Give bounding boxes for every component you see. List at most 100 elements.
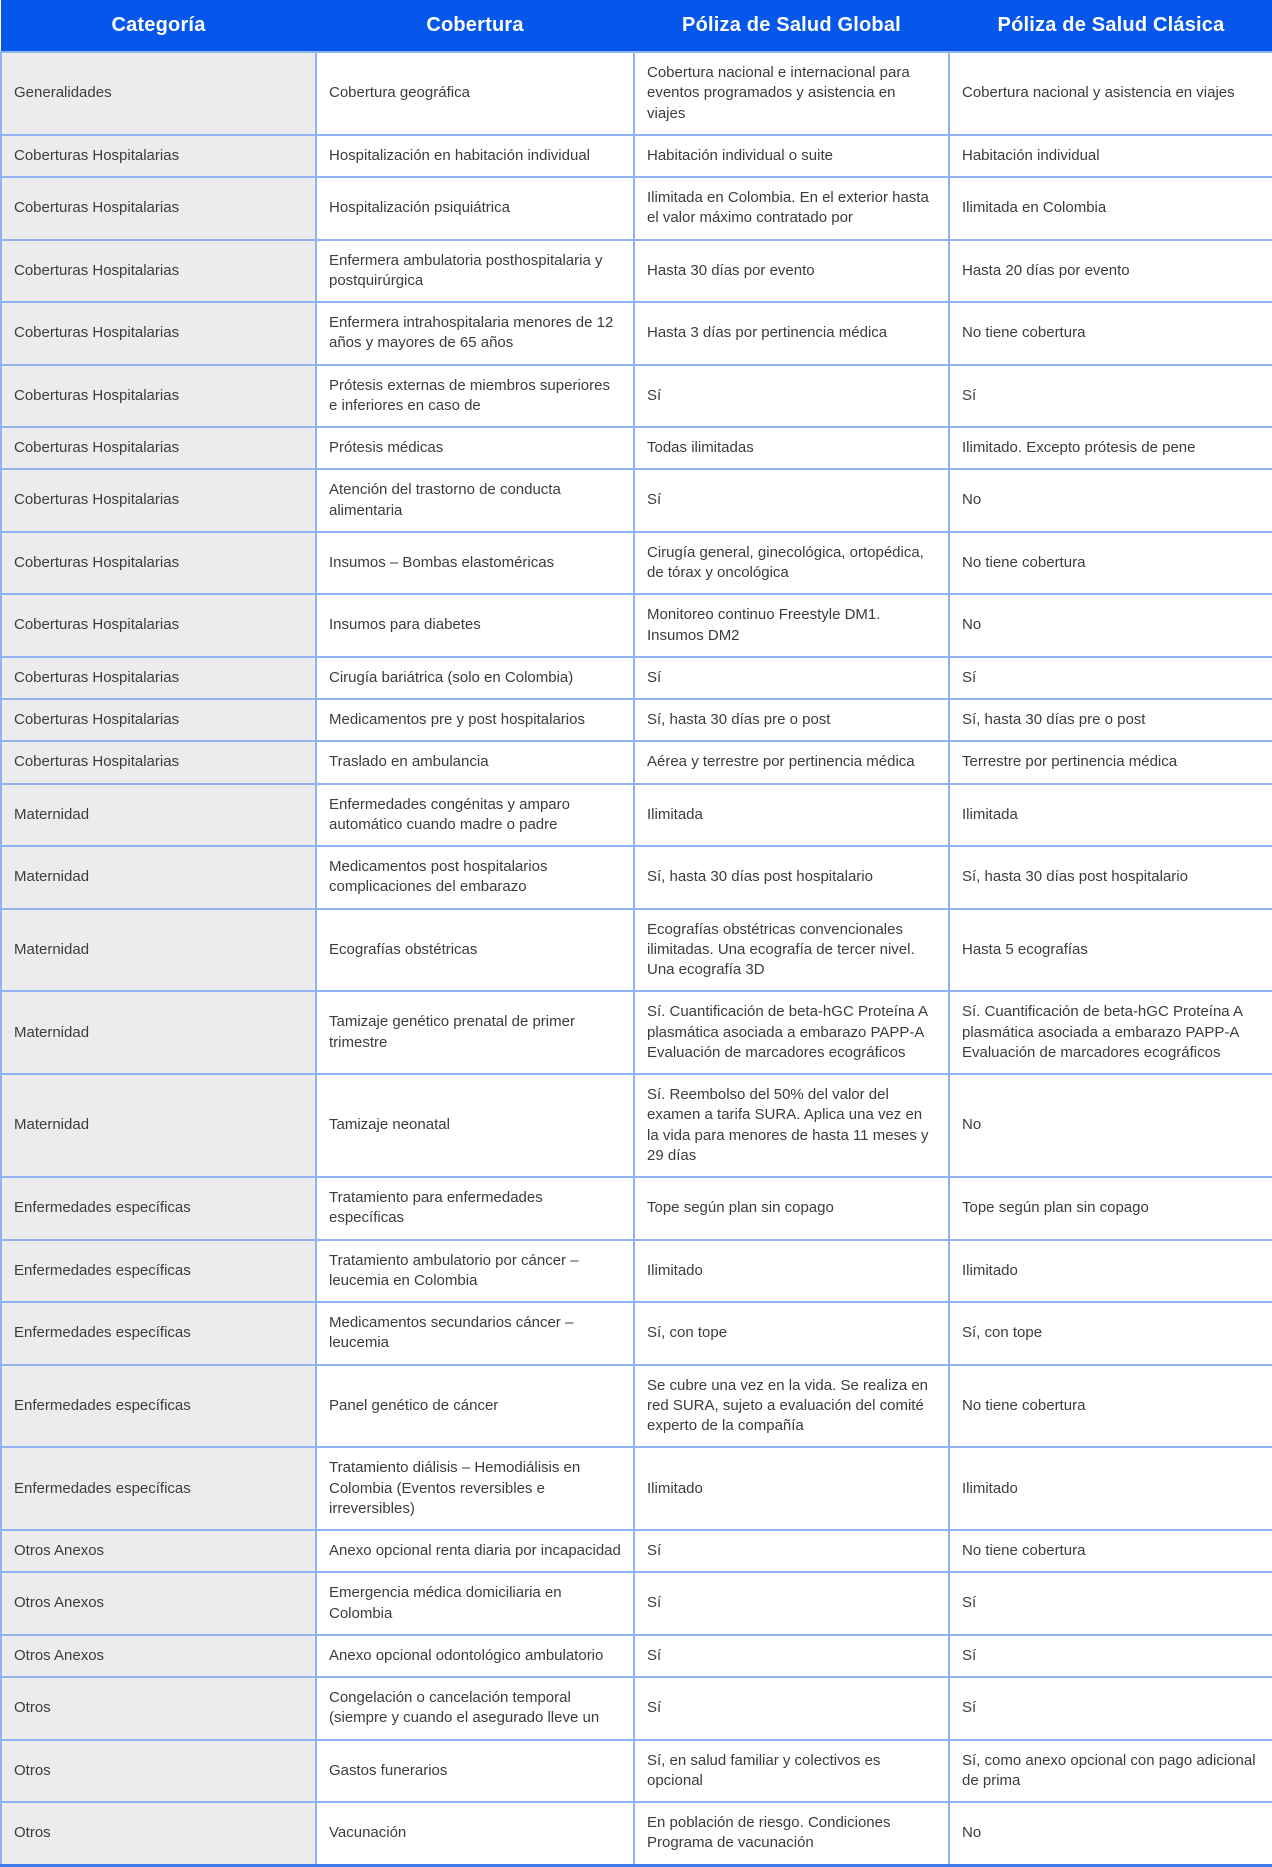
clasica-policy-cell: No	[948, 1801, 1272, 1867]
column-header-categoria: Categoría	[1, 0, 316, 52]
category-cell: Otros Anexos	[0, 1633, 317, 1679]
global-policy-cell: Tope según plan sin copago	[633, 1176, 950, 1241]
table-row: Coberturas Hospitalarias Atención del tra…	[0, 468, 1272, 533]
global-policy-cell: Habitación individual o suite	[633, 133, 950, 179]
category-cell: Maternidad	[0, 845, 317, 910]
global-policy-cell: Aérea y terrestre por pertinencia médica	[633, 740, 950, 785]
table-row: Coberturas Hospitalarias Medicamentos pre…	[0, 697, 1272, 743]
global-policy-cell: Monitoreo continuo Freestyle DM1. Insumo…	[633, 593, 950, 658]
table-row: Enfermedades específicas Panel genético d…	[0, 1363, 1272, 1449]
table-row: Coberturas Hospitalarias Insumos para dia…	[0, 593, 1272, 658]
clasica-policy-cell: No	[948, 593, 1272, 658]
coverage-cell: Panel genético de cáncer	[315, 1363, 635, 1449]
category-cell: Coberturas Hospitalarias	[0, 468, 317, 533]
table-row: Otros Anexos Anexo opcional renta diaria …	[0, 1528, 1272, 1574]
coverage-cell: Traslado en ambulancia	[315, 740, 635, 785]
clasica-policy-cell: Sí	[948, 1571, 1272, 1636]
global-policy-cell: Sí	[633, 1676, 950, 1741]
category-cell: Maternidad	[0, 990, 317, 1075]
category-cell: Otros Anexos	[0, 1528, 317, 1574]
table-row: Coberturas Hospitalarias Prótesis externa…	[0, 363, 1272, 428]
category-cell: Coberturas Hospitalarias	[0, 655, 317, 701]
global-policy-cell: Sí, hasta 30 días post hospitalario	[633, 845, 950, 910]
global-policy-cell: Sí, hasta 30 días pre o post	[633, 697, 950, 743]
coverage-cell: Medicamentos post hospitalarios complica…	[315, 845, 635, 910]
table-row: Maternidad Ecografías obstétricas Ecografí…	[0, 907, 1272, 993]
global-policy-cell: Ilimitada en Colombia. En el exterior ha…	[633, 176, 950, 241]
global-policy-cell: Sí	[633, 363, 950, 428]
table-row: Coberturas Hospitalarias Traslado en ambu…	[0, 740, 1272, 785]
clasica-policy-cell: Habitación individual	[948, 133, 1272, 179]
clasica-policy-cell: No tiene cobertura	[948, 1528, 1272, 1574]
table-row: Coberturas Hospitalarias Insumos – Bombas…	[0, 530, 1272, 596]
coverage-cell: Medicamentos pre y post hospitalarios	[315, 697, 635, 743]
coverage-cell: Tamizaje neonatal	[315, 1073, 635, 1178]
clasica-policy-cell: Ilimitado. Excepto prótesis de pene	[948, 425, 1272, 471]
coverage-cell: Cirugía bariátrica (solo en Colombia)	[315, 655, 635, 701]
clasica-policy-cell: Hasta 20 días por evento	[948, 238, 1272, 303]
coverage-cell: Medicamentos secundarios cáncer – leucem…	[315, 1301, 635, 1366]
global-policy-cell: Cobertura nacional e internacional para …	[633, 51, 950, 136]
global-policy-cell: Sí	[633, 1633, 950, 1679]
clasica-policy-cell: Cobertura nacional y asistencia en viaje…	[948, 51, 1272, 136]
coverage-cell: Anexo opcional renta diaria por incapaci…	[315, 1528, 635, 1574]
table-row: Maternidad Enfermedades congénitas y ampa…	[0, 782, 1272, 847]
global-policy-cell: Hasta 3 días por pertinencia médica	[633, 301, 950, 366]
category-cell: Coberturas Hospitalarias	[0, 740, 317, 785]
coverage-cell: Tratamiento diálisis – Hemodiálisis en C…	[315, 1446, 635, 1531]
category-cell: Coberturas Hospitalarias	[0, 530, 317, 596]
table-row: Otros Vacunación En población de riesgo. C…	[0, 1801, 1272, 1867]
global-policy-cell: Cirugía general, ginecológica, ortopédic…	[633, 530, 950, 596]
table-row: Maternidad Tamizaje neonatal Sí. Reembolso…	[0, 1073, 1272, 1178]
clasica-policy-cell: Sí, hasta 30 días pre o post	[948, 697, 1272, 743]
category-cell: Otros	[0, 1801, 317, 1867]
table-row: Coberturas Hospitalarias Cirugía bariátri…	[0, 655, 1272, 701]
category-cell: Enfermedades específicas	[0, 1446, 317, 1531]
coverage-cell: Vacunación	[315, 1801, 635, 1867]
table-row: Maternidad Medicamentos post hospitalario…	[0, 845, 1272, 910]
coverage-cell: Anexo opcional odontológico ambulatorio	[315, 1633, 635, 1679]
clasica-policy-cell: Ilimitada en Colombia	[948, 176, 1272, 241]
coverage-cell: Gastos funerarios	[315, 1738, 635, 1803]
category-cell: Maternidad	[0, 782, 317, 847]
category-cell: Maternidad	[0, 907, 317, 993]
category-cell: Coberturas Hospitalarias	[0, 363, 317, 428]
category-cell: Coberturas Hospitalarias	[0, 697, 317, 743]
clasica-policy-cell: No tiene cobertura	[948, 301, 1272, 366]
table-row: Coberturas Hospitalarias Hospitalización …	[0, 133, 1272, 179]
table-header: Categoría Cobertura Póliza de Salud Glob…	[1, 0, 1272, 52]
clasica-policy-cell: Sí	[948, 655, 1272, 701]
table-row: Coberturas Hospitalarias Enfermera intrah…	[0, 301, 1272, 366]
table-row: Enfermedades específicas Tratamiento para…	[0, 1176, 1272, 1241]
global-policy-cell: Ilimitado	[633, 1238, 950, 1303]
coverage-cell: Atención del trastorno de conducta alime…	[315, 468, 635, 533]
coverage-cell: Enfermedades congénitas y amparo automát…	[315, 782, 635, 847]
header-row: Categoría Cobertura Póliza de Salud Glob…	[1, 0, 1272, 52]
table-row: Otros Anexos Emergencia médica domiciliar…	[0, 1571, 1272, 1636]
global-policy-cell: Sí, en salud familiar y colectivos es op…	[633, 1738, 950, 1803]
coverage-cell: Congelación o cancelación temporal (siem…	[315, 1676, 635, 1741]
global-policy-cell: Hasta 30 días por evento	[633, 238, 950, 303]
column-header-poliza-global: Póliza de Salud Global	[634, 0, 949, 52]
clasica-policy-cell: Sí	[948, 363, 1272, 428]
clasica-policy-cell: Sí	[948, 1633, 1272, 1679]
table-row: Coberturas Hospitalarias Prótesis médicas…	[0, 425, 1272, 471]
category-cell: Generalidades	[0, 51, 317, 136]
global-policy-cell: Ecografías obstétricas convencionales il…	[633, 907, 950, 993]
category-cell: Coberturas Hospitalarias	[0, 238, 317, 303]
global-policy-cell: Todas ilimitadas	[633, 425, 950, 471]
coverage-cell: Prótesis externas de miembros superiores…	[315, 363, 635, 428]
clasica-policy-cell: Sí, hasta 30 días post hospitalario	[948, 845, 1272, 910]
clasica-policy-cell: No tiene cobertura	[948, 530, 1272, 596]
column-header-cobertura: Cobertura	[316, 0, 634, 52]
global-policy-cell: Sí	[633, 468, 950, 533]
global-policy-cell: Sí. Cuantificación de beta-hGC Proteína …	[633, 990, 950, 1075]
coverage-cell: Ecografías obstétricas	[315, 907, 635, 993]
coverage-cell: Tamizaje genético prenatal de primer tri…	[315, 990, 635, 1075]
category-cell: Enfermedades específicas	[0, 1301, 317, 1366]
clasica-policy-cell: Sí, con tope	[948, 1301, 1272, 1366]
table-row: Otros Anexos Anexo opcional odontológico …	[0, 1633, 1272, 1679]
category-cell: Enfermedades específicas	[0, 1363, 317, 1449]
clasica-policy-cell: Sí	[948, 1676, 1272, 1741]
